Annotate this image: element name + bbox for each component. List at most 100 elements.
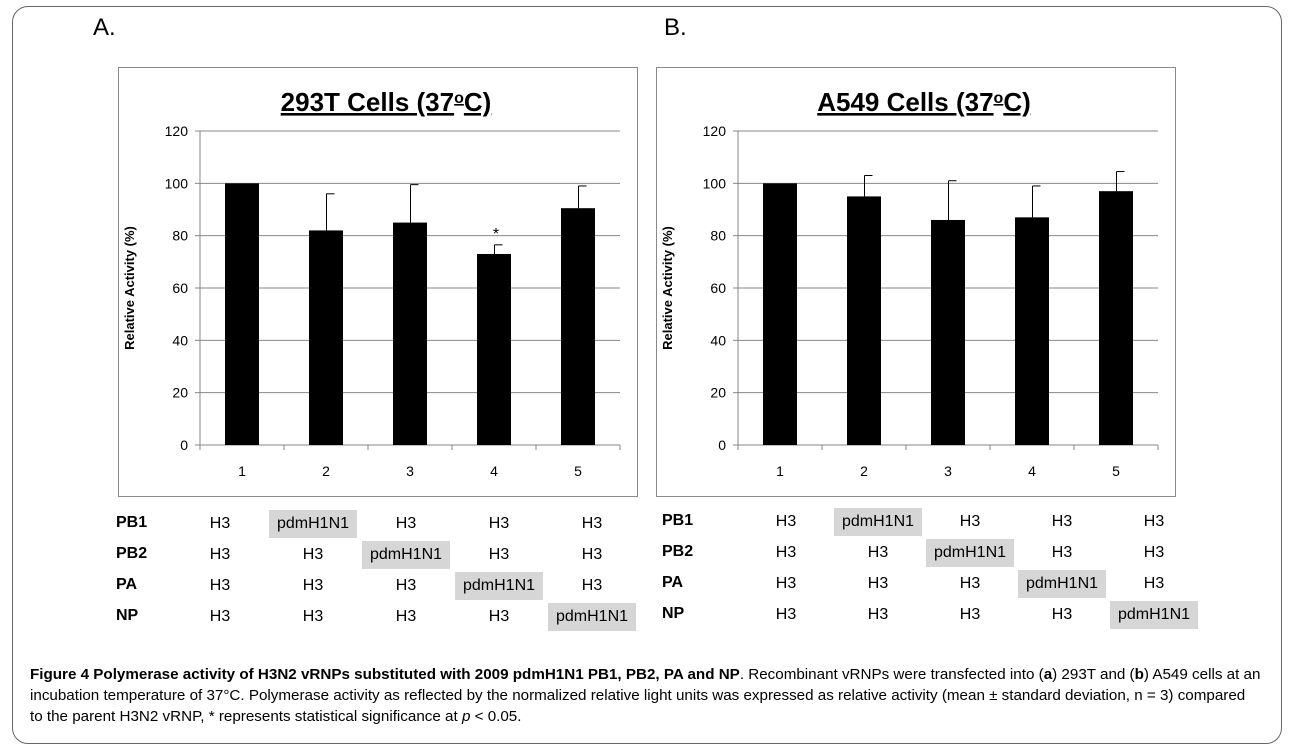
segment-cell: H3 bbox=[209, 515, 231, 532]
panel-a-letter: A. bbox=[93, 14, 116, 41]
bar bbox=[477, 253, 511, 445]
bar bbox=[1015, 217, 1049, 445]
segment-cell: H3 bbox=[488, 515, 510, 532]
bar bbox=[561, 208, 595, 445]
caption-title: Figure 4 Polymerase activity of H3N2 vRN… bbox=[30, 666, 740, 683]
y-tick-label: 0 bbox=[718, 437, 726, 453]
x-tick-label: 5 bbox=[574, 463, 582, 479]
segment-cell: H3 bbox=[775, 606, 797, 623]
segment-cell-highlighted: pdmH1N1 bbox=[834, 508, 922, 536]
segment-label: PA bbox=[116, 576, 138, 593]
segment-cell-highlighted: pdmH1N1 bbox=[269, 510, 357, 538]
bar bbox=[847, 196, 881, 445]
segment-label: PA bbox=[662, 574, 684, 591]
segment-cell-highlighted: pdmH1N1 bbox=[1018, 570, 1106, 598]
segment-cell: H3 bbox=[581, 577, 603, 594]
x-tick-label: 5 bbox=[1112, 463, 1120, 479]
caption-ref-b: b bbox=[1134, 666, 1144, 683]
segment-cell-highlighted: pdmH1N1 bbox=[926, 539, 1014, 567]
segment-cell: H3 bbox=[209, 577, 231, 594]
segment-cell-highlighted: pdmH1N1 bbox=[1110, 601, 1198, 629]
segment-cell: H3 bbox=[488, 546, 510, 563]
segment-cell: H3 bbox=[1051, 606, 1073, 623]
segment-cell: H3 bbox=[581, 515, 603, 532]
caption-ref-a: a bbox=[1043, 666, 1053, 683]
x-tick-label: 1 bbox=[776, 463, 784, 479]
caption-text-4: < 0.05. bbox=[470, 708, 522, 725]
y-tick-label: 100 bbox=[165, 175, 189, 191]
segment-cell: H3 bbox=[959, 575, 981, 592]
y-tick-label: 20 bbox=[172, 385, 188, 401]
y-tick-label: 100 bbox=[703, 175, 727, 191]
bar bbox=[225, 183, 259, 445]
bar bbox=[763, 183, 797, 445]
segment-cell: H3 bbox=[867, 575, 889, 592]
segment-cell: H3 bbox=[1143, 544, 1165, 561]
segment-cell: H3 bbox=[959, 513, 981, 530]
x-tick-label: 2 bbox=[860, 463, 868, 479]
y-tick-label: 60 bbox=[710, 280, 726, 296]
bar bbox=[393, 222, 427, 445]
figure-caption: Figure 4 Polymerase activity of H3N2 vRN… bbox=[30, 664, 1262, 727]
chart-title: 293T Cells (37oC) bbox=[281, 87, 492, 117]
bar bbox=[1099, 191, 1133, 445]
segment-cell-highlighted: pdmH1N1 bbox=[455, 572, 543, 600]
caption-text-2: ) 293T and ( bbox=[1052, 666, 1135, 683]
x-tick-label: 1 bbox=[238, 463, 246, 479]
x-tick-label: 3 bbox=[406, 463, 414, 479]
chart-title-superscript: o bbox=[454, 90, 464, 107]
y-tick-label: 80 bbox=[710, 228, 726, 244]
segment-cell: H3 bbox=[1051, 513, 1073, 530]
segment-cell: H3 bbox=[1143, 575, 1165, 592]
x-tick-label: 3 bbox=[944, 463, 952, 479]
segment-cell: H3 bbox=[395, 577, 417, 594]
segment-label: PB2 bbox=[116, 545, 148, 562]
chart-title-superscript: o bbox=[994, 90, 1004, 107]
segment-cell: H3 bbox=[302, 608, 324, 625]
segment-cell: H3 bbox=[395, 608, 417, 625]
segment-cell: H3 bbox=[959, 606, 981, 623]
chart-title-main: A549 Cells (37 bbox=[817, 87, 993, 117]
chart-title-end: C) bbox=[1003, 87, 1030, 117]
y-tick-label: 120 bbox=[165, 123, 189, 139]
segment-cell: H3 bbox=[581, 546, 603, 563]
y-axis-label: Relative Activity (%) bbox=[122, 226, 137, 350]
y-tick-label: 20 bbox=[710, 385, 726, 401]
segment-label: NP bbox=[116, 607, 139, 624]
segment-cell: H3 bbox=[775, 575, 797, 592]
significance-asterisk: * bbox=[493, 226, 499, 243]
segment-cell: H3 bbox=[1051, 544, 1073, 561]
segment-cell: H3 bbox=[1143, 513, 1165, 530]
chart-title-end: C) bbox=[464, 87, 491, 117]
chart-title: A549 Cells (37oC) bbox=[817, 87, 1031, 117]
segment-cell: H3 bbox=[775, 544, 797, 561]
y-tick-label: 60 bbox=[172, 280, 188, 296]
caption-p-variable: p bbox=[461, 708, 471, 725]
segment-cell: H3 bbox=[775, 513, 797, 530]
segment-cell: H3 bbox=[395, 515, 417, 532]
chart-title-main: 293T Cells (37 bbox=[281, 87, 454, 117]
y-tick-label: 80 bbox=[172, 228, 188, 244]
y-tick-label: 120 bbox=[703, 123, 727, 139]
y-axis-label: Relative Activity (%) bbox=[660, 226, 675, 350]
segment-cell-highlighted: pdmH1N1 bbox=[548, 603, 636, 631]
chart-border bbox=[118, 67, 638, 497]
segment-cell-highlighted: pdmH1N1 bbox=[362, 541, 450, 569]
segment-label: PB1 bbox=[662, 512, 694, 529]
x-tick-label: 4 bbox=[490, 463, 498, 479]
caption-text-1: . Recombinant vRNPs were transfected int… bbox=[739, 666, 1044, 683]
chart-panel-b: A549 Cells (37oC) 0 20 40 60 80 100 120 Relative… bbox=[656, 67, 1176, 497]
segment-label: PB1 bbox=[116, 514, 148, 531]
segment-cell: H3 bbox=[209, 608, 231, 625]
y-tick-label: 0 bbox=[180, 437, 188, 453]
chart-border bbox=[656, 67, 1176, 497]
figure-frame bbox=[12, 6, 1282, 744]
segment-cell: H3 bbox=[302, 577, 324, 594]
caption-text-3: ) A549 cells at an incubation temperatur… bbox=[30, 666, 1261, 725]
panel-b-letter: B. bbox=[664, 14, 687, 41]
segment-cell: H3 bbox=[867, 606, 889, 623]
segment-label: PB2 bbox=[662, 543, 694, 560]
y-tick-label: 40 bbox=[172, 332, 188, 348]
chart-panel-a: 293T Cells (37oC) 0 20 40 60 80 100 120 Relative… bbox=[118, 67, 638, 497]
y-tick-label: 40 bbox=[710, 332, 726, 348]
